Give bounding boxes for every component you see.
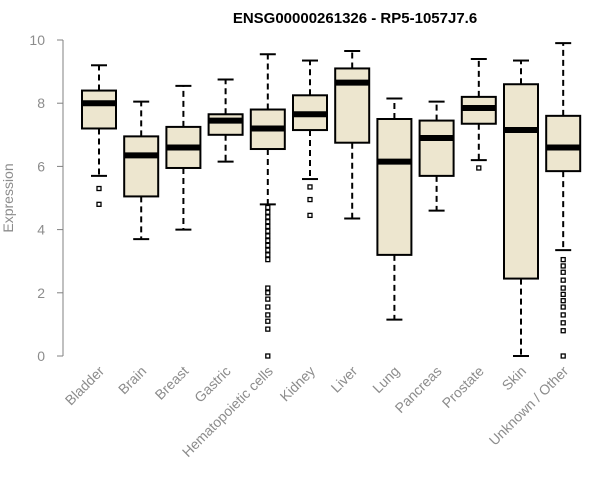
- outlier-point: [560, 320, 566, 326]
- iqr-box: [376, 118, 413, 256]
- chart-title: ENSG00000261326 - RP5-1057J7.6: [233, 10, 477, 27]
- outlier-point: [560, 353, 566, 359]
- outlier-point: [265, 318, 271, 324]
- outlier-point: [265, 312, 271, 318]
- x-category-label: Liver: [328, 363, 361, 396]
- y-axis: 0 2 4 6 8 10: [29, 32, 64, 364]
- outlier-point: [560, 277, 566, 283]
- x-category-label: Breast: [152, 363, 192, 403]
- y-tick-label: 10: [29, 32, 45, 48]
- box-breast: [165, 84, 202, 231]
- outlier-point: [560, 328, 566, 334]
- outlier-point: [560, 285, 566, 291]
- box-pancreas: [418, 100, 455, 212]
- box-brain: [123, 100, 160, 241]
- iqr-box: [123, 135, 160, 198]
- outlier-point: [265, 304, 271, 310]
- outlier-point: [265, 296, 271, 302]
- x-category-label: Prostate: [439, 363, 487, 411]
- outlier-point: [560, 312, 566, 318]
- iqr-box: [334, 67, 371, 144]
- outlier-point: [265, 247, 271, 253]
- y-axis-label: Expression: [0, 163, 16, 232]
- outlier-point: [265, 290, 271, 296]
- box-skin: [503, 59, 539, 357]
- y-tick-label: 8: [37, 95, 45, 111]
- outlier-point: [265, 228, 271, 234]
- box-lung: [376, 97, 413, 321]
- x-category-label: Brain: [115, 363, 149, 397]
- y-tick-label: 2: [37, 285, 45, 301]
- outlier-point: [96, 201, 102, 207]
- y-tick-label: 4: [37, 222, 45, 238]
- iqr-box: [207, 113, 244, 136]
- y-tick-label: 6: [37, 158, 45, 174]
- box-prostate: [460, 57, 497, 171]
- outlier-point: [307, 212, 313, 219]
- outlier-point: [265, 242, 271, 249]
- outlier-point: [265, 353, 271, 359]
- outlier-point: [560, 269, 566, 275]
- outlier-point: [560, 291, 566, 298]
- box-kidney: [292, 59, 328, 219]
- box-hematopoietic-cells: [249, 53, 286, 359]
- box-bladder: [81, 64, 117, 207]
- iqr-box: [503, 83, 539, 280]
- outlier-point: [265, 209, 271, 215]
- outlier-point: [560, 298, 566, 304]
- outlier-point: [96, 185, 102, 192]
- box-unknown-other: [545, 42, 582, 359]
- y-tick-label: 0: [37, 348, 45, 364]
- box-series: [81, 42, 582, 359]
- x-category-label: Bladder: [62, 363, 108, 409]
- outlier-point: [560, 304, 566, 310]
- x-category-label: Skin: [499, 363, 530, 394]
- x-category-label: Kidney: [277, 363, 319, 405]
- outlier-point: [476, 165, 482, 171]
- iqr-box: [81, 89, 117, 130]
- outlier-point: [265, 285, 271, 291]
- iqr-box: [418, 119, 455, 177]
- iqr-box: [545, 114, 582, 173]
- x-category-label: Unknown / Other: [486, 363, 572, 449]
- outlier-point: [265, 219, 271, 225]
- outlier-point: [265, 223, 271, 230]
- outlier-point: [265, 233, 271, 239]
- outlier-point: [265, 204, 271, 211]
- outlier-point: [265, 238, 271, 244]
- outlier-point: [307, 184, 313, 190]
- outlier-point: [265, 214, 271, 220]
- outlier-point: [560, 263, 566, 269]
- outlier-point: [307, 196, 313, 203]
- box-gastric: [207, 78, 244, 163]
- x-category-label: Lung: [369, 363, 402, 396]
- outlier-point: [265, 252, 271, 258]
- outlier-point: [265, 326, 271, 332]
- x-category-label: Pancreas: [392, 363, 445, 416]
- box-liver: [334, 50, 371, 220]
- outlier-point: [560, 256, 566, 263]
- outlier-point: [265, 256, 271, 263]
